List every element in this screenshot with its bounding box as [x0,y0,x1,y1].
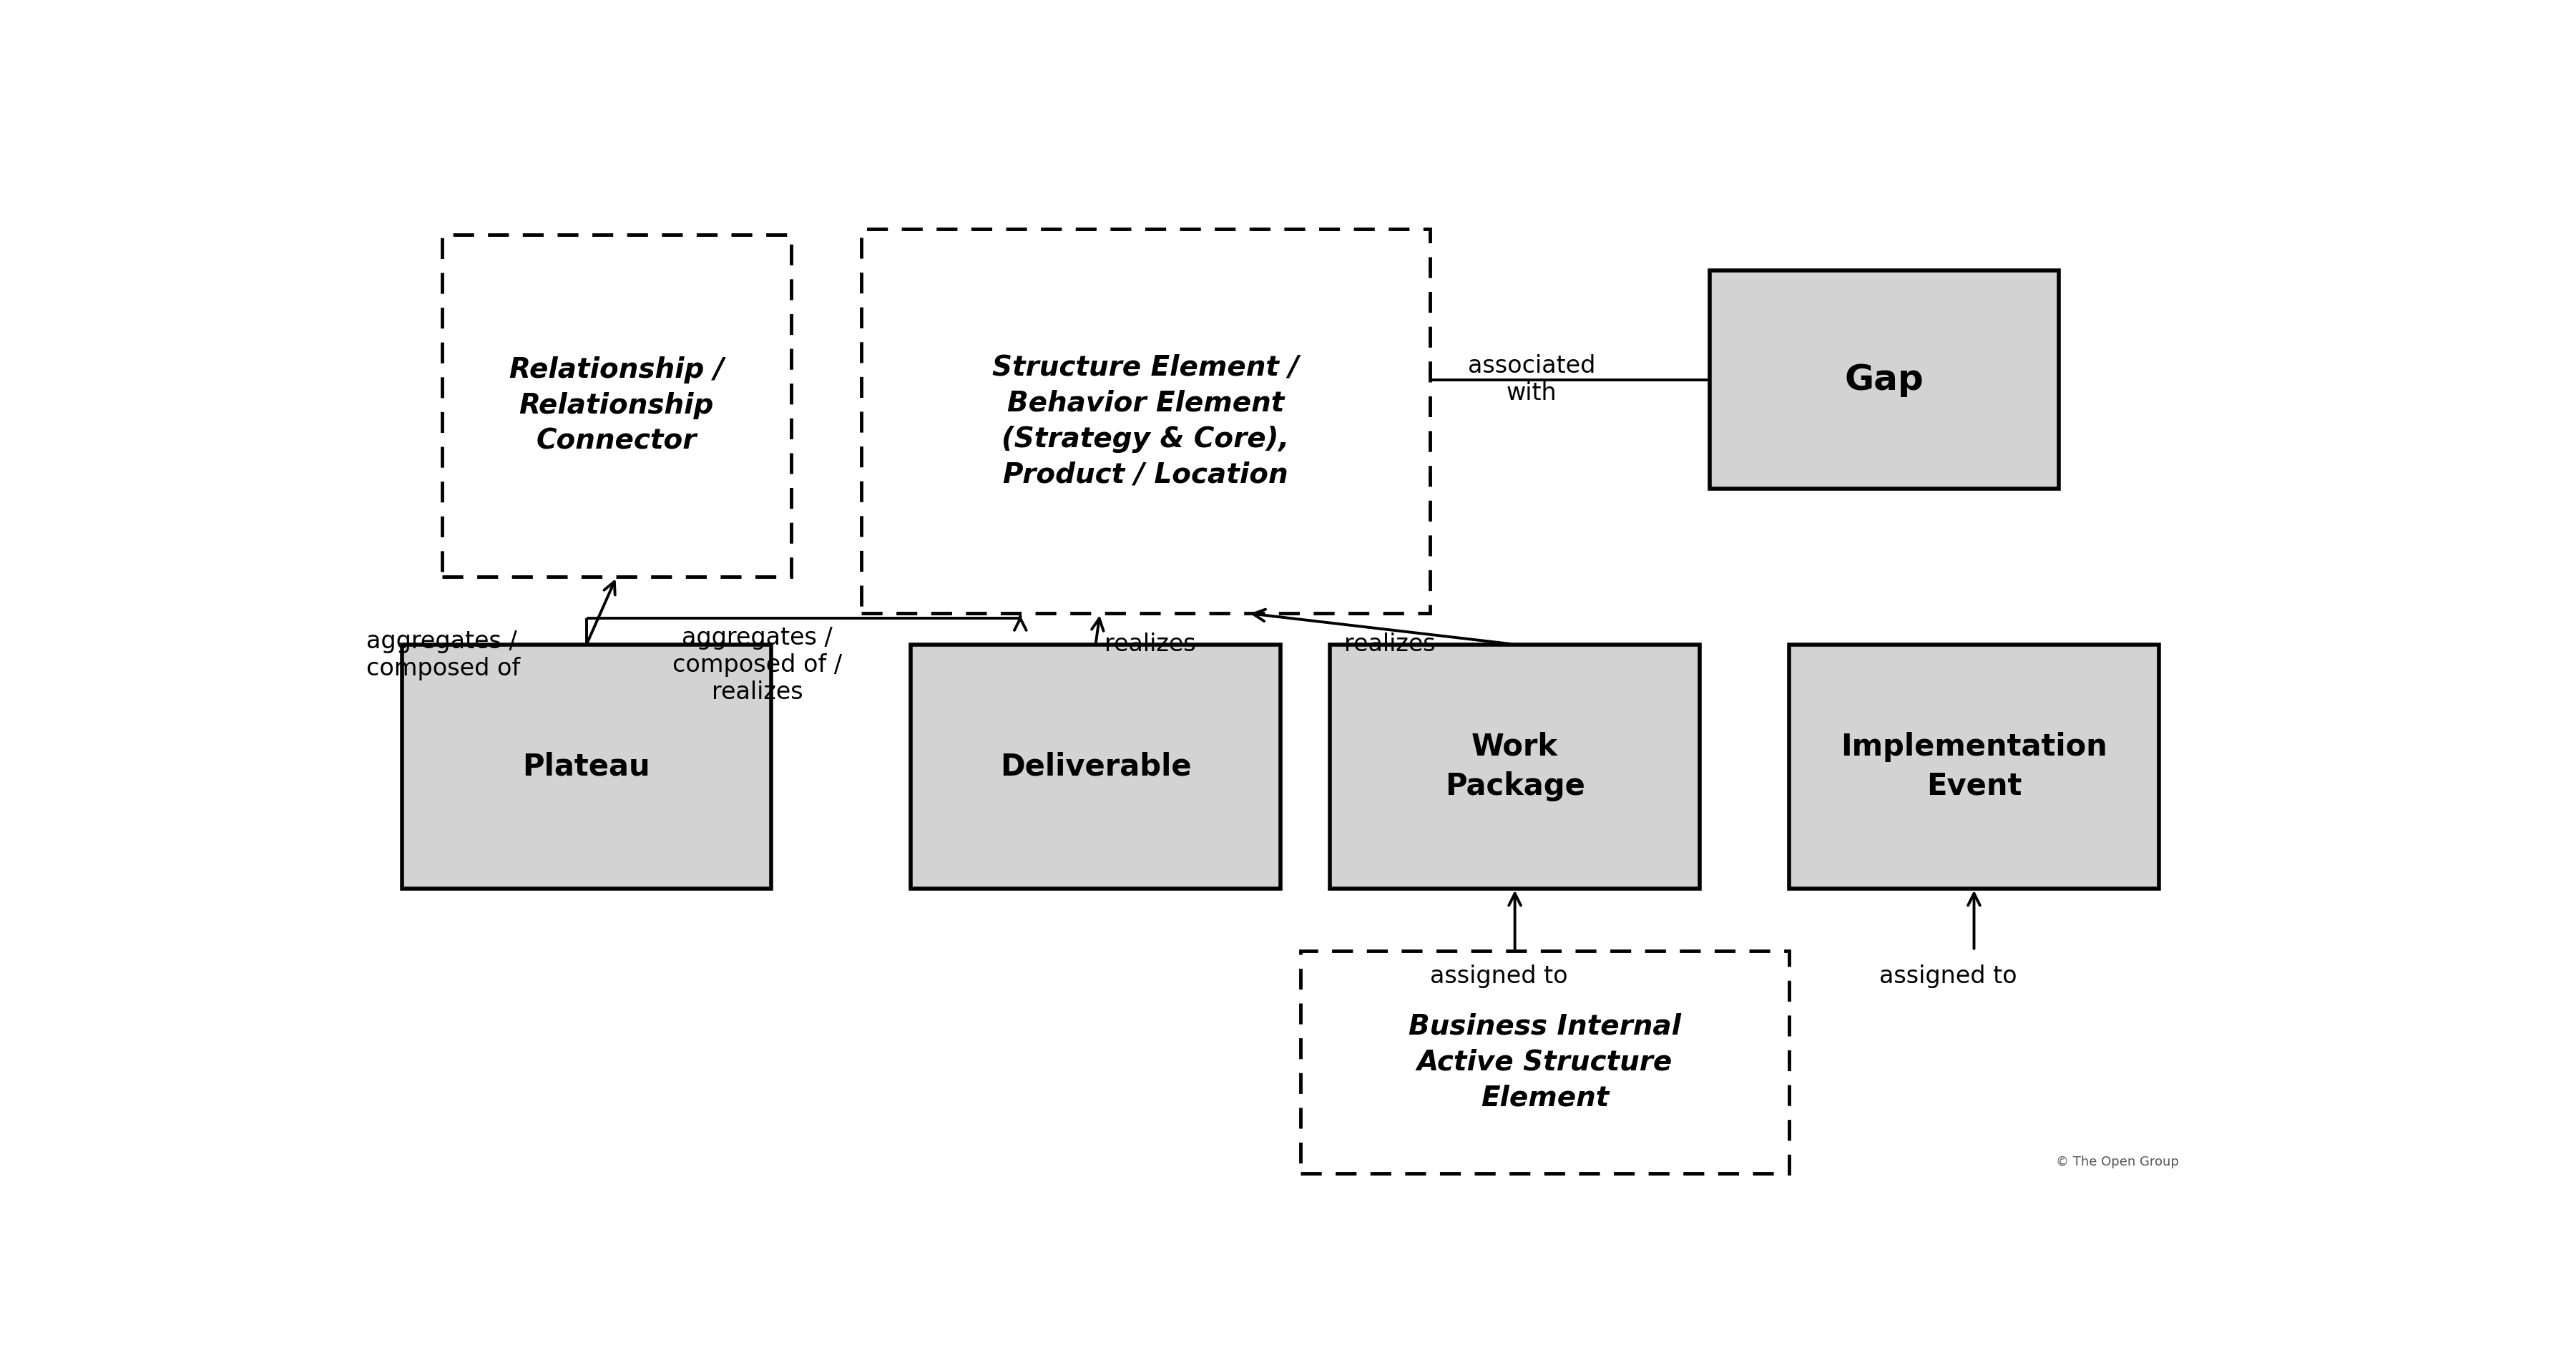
FancyBboxPatch shape [912,644,1280,888]
Text: Plateau: Plateau [523,751,649,782]
Text: Implementation
Event: Implementation Event [1842,732,2107,801]
Text: aggregates /
composed of: aggregates / composed of [366,630,520,681]
Text: associated
with: associated with [1468,355,1595,406]
Text: Structure Element /
Behavior Element
(Strategy & Core),
Product / Location: Structure Element / Behavior Element (St… [992,355,1298,488]
FancyBboxPatch shape [1710,271,2058,489]
Text: realizes: realizes [1345,632,1435,656]
Text: Relationship /
Relationship
Connector: Relationship / Relationship Connector [510,356,724,456]
FancyBboxPatch shape [1301,950,1790,1174]
Text: Deliverable: Deliverable [999,751,1190,782]
FancyBboxPatch shape [1790,644,2159,888]
Text: aggregates /
composed of /
realizes: aggregates / composed of / realizes [672,625,842,704]
FancyBboxPatch shape [1329,644,1700,888]
FancyBboxPatch shape [860,229,1430,613]
Text: Business Internal
Active Structure
Element: Business Internal Active Structure Eleme… [1409,1012,1682,1112]
Text: realizes: realizes [1105,632,1195,656]
Text: Work
Package: Work Package [1445,732,1584,801]
Text: assigned to: assigned to [1880,965,2017,988]
Text: assigned to: assigned to [1430,965,1569,988]
Text: © The Open Group: © The Open Group [2056,1155,2179,1169]
FancyBboxPatch shape [443,235,791,577]
FancyBboxPatch shape [402,644,770,888]
Text: Gap: Gap [1844,363,1924,396]
